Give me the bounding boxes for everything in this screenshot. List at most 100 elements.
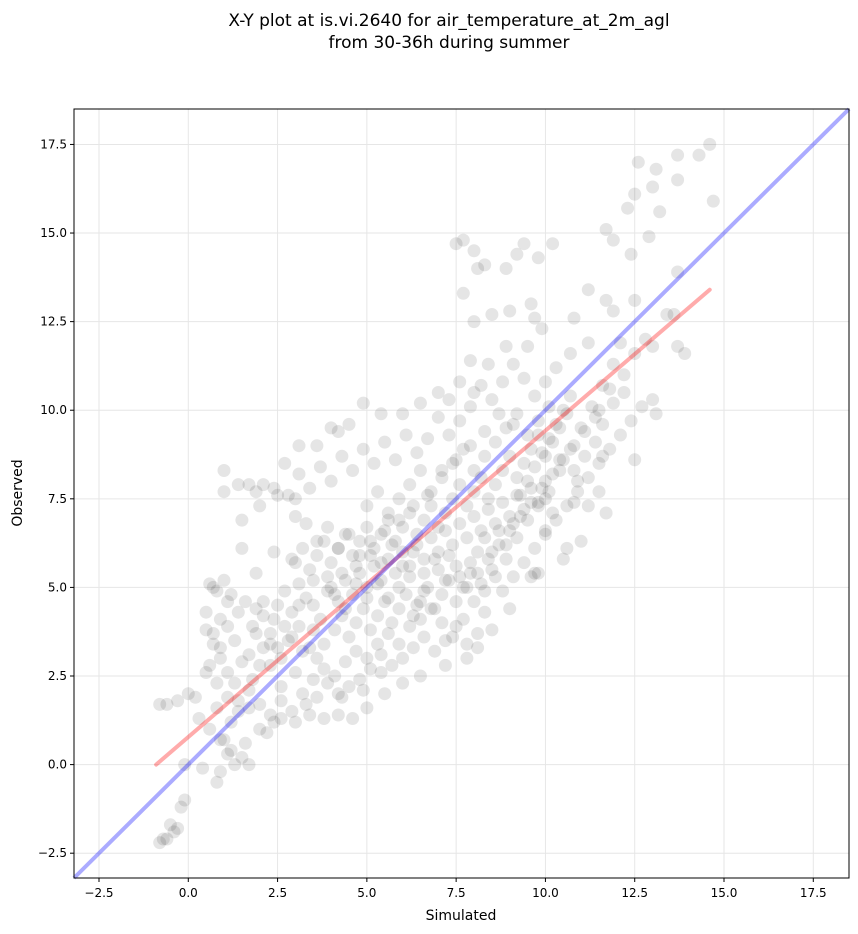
data-point — [360, 580, 374, 594]
data-point — [178, 758, 192, 772]
data-point — [578, 449, 592, 463]
data-point — [221, 619, 235, 633]
data-point — [242, 683, 256, 697]
data-point — [303, 641, 317, 655]
data-point — [503, 304, 517, 318]
data-point — [496, 584, 510, 598]
data-point — [406, 641, 420, 655]
data-point — [442, 573, 456, 587]
data-point — [385, 658, 399, 672]
data-point — [306, 623, 320, 637]
data-point — [310, 690, 324, 704]
data-point — [281, 634, 295, 648]
data-point — [599, 223, 613, 236]
data-point — [342, 630, 356, 644]
x-tick-label: 17.5 — [800, 886, 827, 900]
data-point — [371, 577, 385, 591]
data-point — [638, 332, 652, 346]
data-point — [317, 637, 331, 651]
data-point — [199, 623, 213, 637]
data-point — [453, 478, 467, 492]
data-point — [274, 651, 288, 665]
data-point — [478, 531, 492, 545]
data-point — [617, 386, 631, 399]
data-point — [478, 258, 492, 272]
data-point — [417, 513, 431, 527]
data-point — [517, 556, 531, 570]
data-point — [160, 832, 174, 846]
data-point — [399, 428, 413, 442]
data-point — [517, 502, 531, 516]
data-point — [374, 666, 388, 679]
data-point — [560, 407, 574, 421]
data-point — [242, 701, 256, 715]
data-point — [488, 435, 502, 449]
data-point — [671, 173, 685, 187]
data-point — [292, 619, 306, 633]
data-point — [413, 595, 427, 609]
data-point — [467, 315, 481, 329]
data-point — [353, 566, 367, 580]
data-point — [238, 736, 252, 750]
data-point — [642, 230, 656, 244]
data-point — [521, 513, 535, 527]
data-point — [288, 666, 302, 679]
data-point — [538, 449, 552, 463]
data-point — [203, 722, 217, 736]
data-point — [431, 520, 445, 534]
data-point — [324, 474, 338, 488]
data-point — [310, 651, 324, 665]
data-point — [410, 527, 424, 541]
plot-frame — [73, 108, 850, 879]
data-point — [428, 552, 442, 566]
data-point — [288, 715, 302, 729]
data-point — [249, 485, 263, 499]
data-point — [442, 393, 456, 407]
data-point — [503, 524, 517, 538]
data-point — [453, 414, 467, 428]
data-point — [249, 602, 263, 616]
data-point — [703, 137, 717, 151]
data-point — [549, 513, 563, 527]
data-point — [210, 584, 224, 598]
data-point — [442, 428, 456, 442]
data-point — [410, 598, 424, 612]
data-point — [381, 506, 395, 520]
data-point — [285, 552, 299, 566]
data-point — [331, 541, 345, 555]
data-point — [488, 478, 502, 492]
data-point — [231, 694, 245, 708]
data-point — [453, 375, 467, 389]
data-point — [221, 666, 235, 679]
data-point — [321, 570, 335, 584]
data-point — [428, 644, 442, 658]
data-point — [578, 425, 592, 438]
data-point — [549, 361, 563, 375]
data-point — [228, 634, 242, 648]
data-point — [224, 715, 238, 729]
data-point — [285, 605, 299, 619]
data-point — [428, 602, 442, 616]
data-point — [396, 676, 410, 690]
data-point — [560, 541, 574, 555]
data-point — [496, 495, 510, 509]
data-point — [338, 573, 352, 587]
data-point — [646, 339, 660, 353]
data-point — [463, 556, 477, 570]
data-point — [492, 524, 506, 538]
data-point — [524, 570, 538, 584]
data-point — [628, 347, 642, 360]
data-point — [353, 673, 367, 686]
data-point — [331, 687, 345, 701]
data-point — [381, 591, 395, 605]
data-point — [538, 527, 552, 541]
y-tick-label: 17.5 — [40, 137, 67, 151]
data-point — [510, 488, 524, 502]
data-point — [153, 836, 167, 850]
data-point — [338, 527, 352, 541]
data-point — [213, 651, 227, 665]
data-point — [542, 432, 556, 446]
data-point — [313, 612, 327, 626]
data-point — [517, 371, 531, 385]
data-point — [299, 697, 313, 711]
